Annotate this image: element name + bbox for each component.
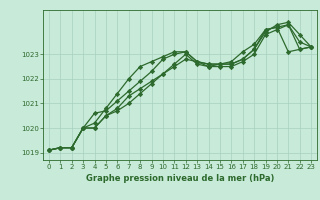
X-axis label: Graphe pression niveau de la mer (hPa): Graphe pression niveau de la mer (hPa) — [86, 174, 274, 183]
